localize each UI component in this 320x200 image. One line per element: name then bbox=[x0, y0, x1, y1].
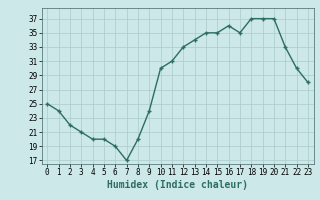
X-axis label: Humidex (Indice chaleur): Humidex (Indice chaleur) bbox=[107, 180, 248, 190]
